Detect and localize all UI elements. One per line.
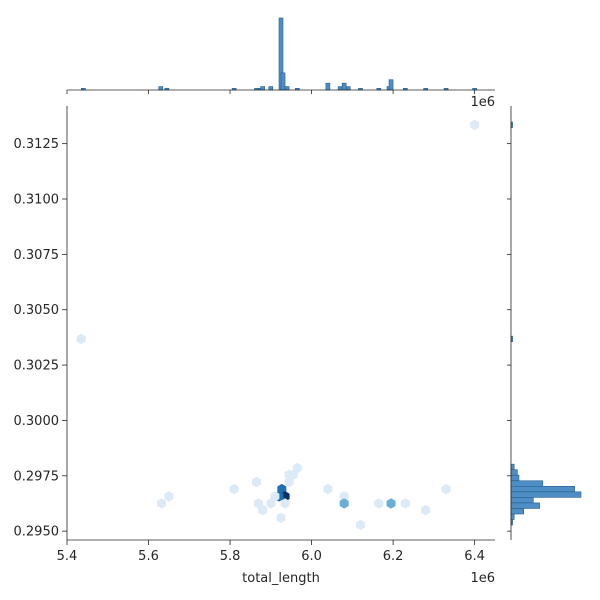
x-tick-label: 6.4 <box>464 549 485 564</box>
right-hist-bar <box>510 463 515 470</box>
x-tick-label: 5.8 <box>220 549 241 564</box>
top-hist-bar <box>345 86 351 91</box>
top-hist-bar <box>284 86 290 91</box>
hexbin-cell <box>164 491 174 502</box>
hexbin-cell <box>441 483 451 495</box>
y-tick-label: 0.2950 <box>14 525 60 540</box>
hexbin-cell <box>374 498 384 509</box>
right-hist-bar <box>510 497 534 504</box>
y-axis-ticks: 0.2950 0.2975 0.3000 0.3025 0.3050 0.3075 0.31… <box>14 137 67 540</box>
hexbin-cell <box>76 333 86 345</box>
top-hist-ticks <box>66 90 476 94</box>
y-tick-label: 0.3075 <box>14 248 60 263</box>
hexbin-plot <box>76 119 480 531</box>
x-axis-label: total_length <box>242 571 320 586</box>
right-hist-bar <box>510 469 518 476</box>
x-tick-label: 6.2 <box>383 549 404 564</box>
top-hist-bar <box>260 86 265 91</box>
hexbin-cell <box>339 498 349 509</box>
hexbin-cell <box>266 498 276 509</box>
right-hist-bar <box>510 491 582 498</box>
top-hist-bar <box>268 86 274 91</box>
top-hist-bar <box>337 86 343 91</box>
y-tick-label: 0.3100 <box>14 193 60 208</box>
x-tick-label: 5.4 <box>57 549 78 564</box>
x-tick-label: 5.6 <box>138 549 159 564</box>
x-offset-label: 1e6 <box>470 571 495 586</box>
hexbin-cell <box>323 483 333 495</box>
hexbin-cell <box>386 498 396 509</box>
hexbin-cell <box>355 519 365 531</box>
top-offset-label: 1e6 <box>470 95 495 110</box>
top-marginal-histogram <box>81 17 477 91</box>
y-tick-label: 0.3050 <box>14 303 60 318</box>
y-tick-label: 0.3000 <box>14 414 60 429</box>
right-hist-bar <box>510 513 515 520</box>
top-hist-bar <box>325 82 331 91</box>
x-tick-label: 6.0 <box>301 549 322 564</box>
hexbin-cell <box>270 491 280 502</box>
right-marginal-histogram <box>510 121 582 526</box>
y-tick-label: 0.3125 <box>14 137 60 152</box>
hexbin-cell <box>284 469 294 480</box>
hexbin-cell <box>400 498 410 509</box>
hexbin-cell <box>284 476 294 488</box>
top-hist-bar <box>158 86 164 91</box>
right-hist-bar <box>510 508 525 515</box>
top-hist-bar <box>280 72 286 91</box>
right-hist-bar <box>510 480 544 487</box>
y-tick-label: 0.2975 <box>14 469 60 484</box>
y-tick-label: 0.3025 <box>14 359 60 374</box>
right-hist-ticks <box>507 143 511 532</box>
hexbin-cell <box>339 491 349 502</box>
hexbin-cell <box>157 498 167 509</box>
top-hist-bar <box>341 82 347 91</box>
right-hist-bar <box>510 486 575 493</box>
hexbin-cell <box>421 504 431 516</box>
hexbin-cell <box>229 483 239 495</box>
hexbin-cell <box>276 512 286 524</box>
hexbin-cell <box>252 476 262 488</box>
top-hist-bar <box>388 79 394 91</box>
hexbin-cell <box>258 504 268 516</box>
right-hist-bar <box>510 502 540 509</box>
x-axis-ticks: 5.4 5.6 5.8 6.0 6.2 6.4 <box>57 540 485 564</box>
hexbin-cell <box>470 119 480 131</box>
right-hist-bar <box>510 474 520 482</box>
hexbin-cell <box>280 498 290 509</box>
